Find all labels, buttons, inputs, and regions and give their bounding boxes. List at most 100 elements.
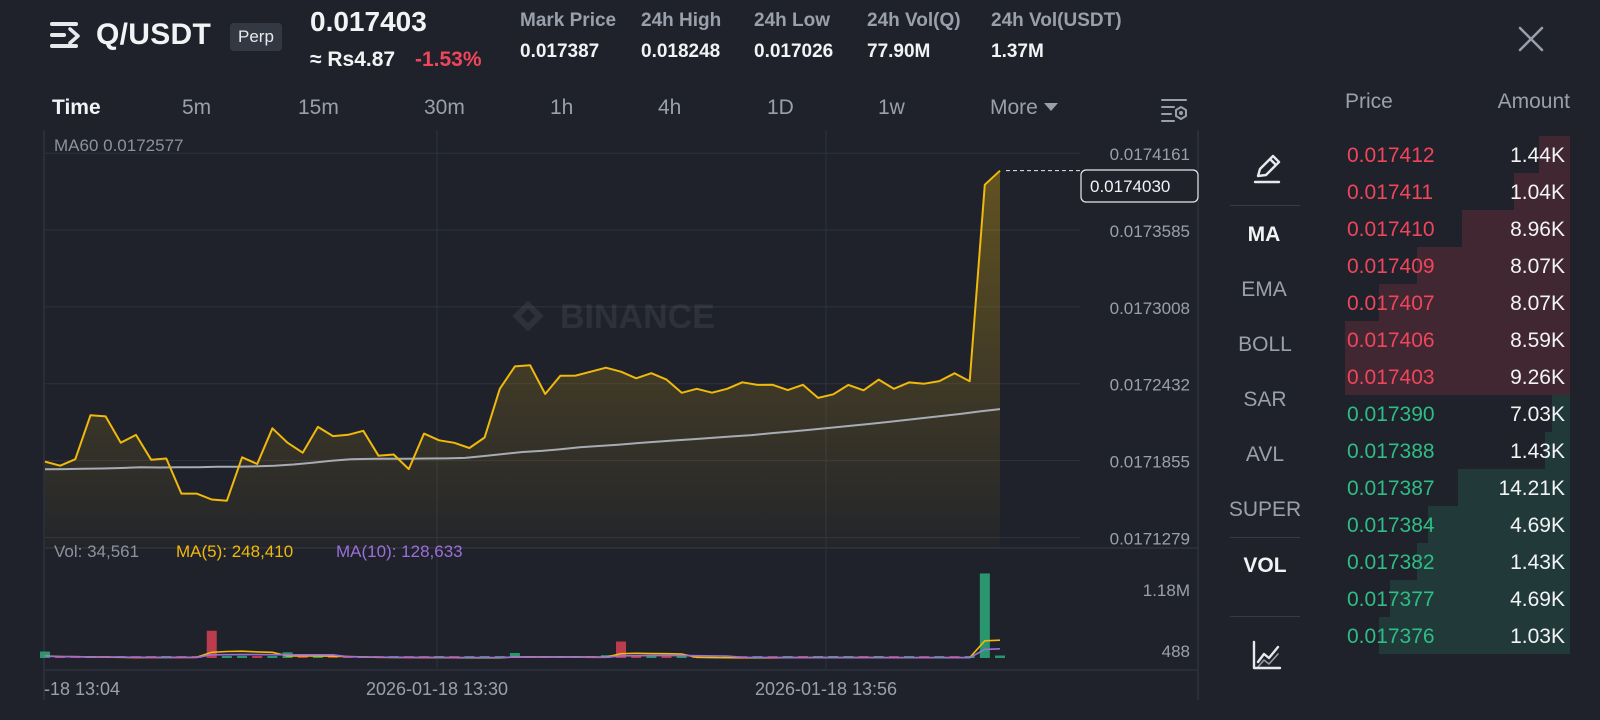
bid-row[interactable]: 0.017377 4.69K — [1345, 580, 1570, 617]
indicator-vol[interactable]: VOL — [1243, 554, 1287, 577]
last-price-label-text: 0.0174030 — [1090, 177, 1170, 196]
stat-value: 77.90M — [867, 41, 931, 62]
volume-bar — [237, 655, 248, 658]
bid-row[interactable]: 0.017388 1.43K — [1345, 432, 1570, 469]
orderbook-amount: 7.03K — [1510, 403, 1565, 426]
tab-15m[interactable]: 15m — [298, 96, 339, 119]
y-tick-label: 0.0171279 — [1110, 529, 1190, 548]
stat-label: 24h Low — [754, 10, 831, 31]
last-price-label: 0.0174030 — [1080, 169, 1199, 203]
indicator-avl[interactable]: AVL — [1245, 443, 1285, 466]
orderbook-price: 0.017388 — [1347, 440, 1435, 463]
orderbook-price: 0.017410 — [1347, 218, 1435, 241]
indicator-ma[interactable]: MA — [1247, 223, 1281, 246]
bid-row[interactable]: 0.017387 14.21K — [1345, 469, 1570, 506]
orderbook-price: 0.017387 — [1347, 477, 1435, 500]
orderbook-amount: 9.26K — [1510, 366, 1565, 389]
x-tick-label: -18 13:04 — [44, 679, 120, 699]
depth-bar — [1457, 469, 1570, 506]
tab-1h[interactable]: 1h — [550, 96, 574, 119]
orderbook-price: 0.017409 — [1347, 255, 1435, 278]
tab-1w[interactable]: 1w — [878, 96, 905, 119]
volume-bar — [221, 656, 232, 658]
menu-icon[interactable] — [46, 20, 82, 54]
depth-bar — [1378, 617, 1570, 654]
price-change-percent: -1.53% — [415, 48, 482, 71]
pair-symbol[interactable]: Q/USDT — [96, 18, 212, 51]
stat-label: Mark Price — [520, 10, 617, 31]
orderbook-amount: 1.43K — [1510, 551, 1565, 574]
tab-more-label: More — [990, 96, 1038, 119]
bid-row[interactable]: 0.017390 7.03K — [1345, 395, 1570, 432]
ask-row[interactable]: 0.017410 8.96K — [1345, 210, 1570, 247]
divider — [1230, 616, 1300, 617]
orderbook-price: 0.017412 — [1347, 144, 1435, 167]
orderbook-amount: 1.44K — [1510, 144, 1565, 167]
orderbook-amount-header: Amount — [1497, 90, 1570, 113]
ask-row[interactable]: 0.017411 1.04K — [1345, 173, 1570, 210]
depth-bar — [1552, 395, 1570, 432]
divider — [1230, 537, 1300, 538]
tab-time[interactable]: Time — [52, 96, 101, 119]
last-price: 0.017403 — [310, 6, 427, 37]
bid-row[interactable]: 0.017384 4.69K — [1345, 506, 1570, 543]
close-icon[interactable] — [1514, 22, 1548, 56]
price-series-line — [44, 169, 1001, 502]
stat-value: 0.017026 — [754, 41, 834, 62]
stat-label: 24h Vol(Q) — [867, 10, 961, 31]
tab-30m[interactable]: 30m — [424, 96, 465, 119]
price-chart[interactable]: BINANCE 0.0174030 0.0174161 0.0173585 0.01… — [0, 130, 1210, 710]
contract-type-badge: Perp — [230, 23, 282, 51]
ask-row[interactable]: 0.017407 8.07K — [1345, 284, 1570, 321]
caret-down-icon — [1043, 103, 1058, 111]
stat-24h-high: 24h High 0.018248 — [641, 10, 721, 63]
depth-chart-icon[interactable] — [1250, 638, 1284, 672]
orderbook-price: 0.017406 — [1347, 329, 1435, 352]
volume-tick-label: 1.18M — [1143, 581, 1190, 600]
stat-label: 24h High — [641, 10, 722, 31]
price-area-fill — [45, 170, 1000, 548]
volume-bar — [995, 655, 1005, 658]
volume-legend: Vol: 34,561 — [54, 542, 139, 561]
volume-bar — [312, 656, 323, 658]
depth-bar — [1378, 284, 1570, 321]
indicator-super[interactable]: SUPER — [1228, 498, 1302, 521]
pencil-icon[interactable] — [1250, 152, 1284, 186]
stat-value: 1.37M — [991, 41, 1044, 62]
orderbook-price: 0.017411 — [1347, 181, 1434, 204]
depth-bar — [1462, 210, 1570, 247]
ask-row[interactable]: 0.017406 8.59K — [1345, 321, 1570, 358]
stat-mark-price: Mark Price 0.017387 — [520, 10, 616, 63]
indicator-sar[interactable]: SAR — [1243, 388, 1287, 411]
tab-5m[interactable]: 5m — [182, 96, 212, 119]
depth-bar — [1417, 247, 1570, 284]
indicator-ema[interactable]: EMA — [1241, 278, 1287, 301]
ask-row[interactable]: 0.017412 1.44K — [1345, 136, 1570, 173]
tab-1d[interactable]: 1D — [767, 96, 794, 119]
indicator-boll[interactable]: BOLL — [1238, 333, 1292, 356]
bid-row[interactable]: 0.017376 1.03K — [1345, 617, 1570, 654]
y-tick-label: 0.0173008 — [1110, 299, 1190, 318]
ask-row[interactable]: 0.017409 8.07K — [1345, 247, 1570, 284]
bid-row[interactable]: 0.017382 1.43K — [1345, 543, 1570, 580]
volume-bar — [661, 656, 672, 658]
y-tick-label: 0.0173585 — [1110, 222, 1190, 241]
volume-bar — [646, 656, 657, 658]
x-tick-label: 2026-01-18 13:30 — [366, 679, 508, 699]
volume-ma10-legend: MA(10): 128,633 — [336, 542, 463, 561]
stat-label: 24h Vol(USDT) — [991, 10, 1122, 31]
tab-more[interactable]: More — [990, 96, 1058, 120]
chart-settings-icon[interactable] — [1160, 96, 1190, 124]
ask-row[interactable]: 0.017403 9.26K — [1345, 358, 1570, 395]
ma60-legend: MA60 0.0172577 — [54, 136, 184, 155]
orderbook-amount: 8.07K — [1510, 255, 1565, 278]
orderbook-amount: 14.21K — [1498, 477, 1565, 500]
orderbook-amount: 4.69K — [1510, 514, 1565, 537]
depth-bar — [1428, 506, 1570, 543]
depth-bar — [1538, 136, 1570, 173]
depth-bar — [1345, 358, 1570, 395]
tab-4h[interactable]: 4h — [658, 96, 682, 119]
y-tick-label: 0.0172432 — [1110, 376, 1190, 395]
fiat-price: ≈ Rs4.87 — [310, 48, 396, 71]
depth-bar — [1390, 580, 1570, 617]
